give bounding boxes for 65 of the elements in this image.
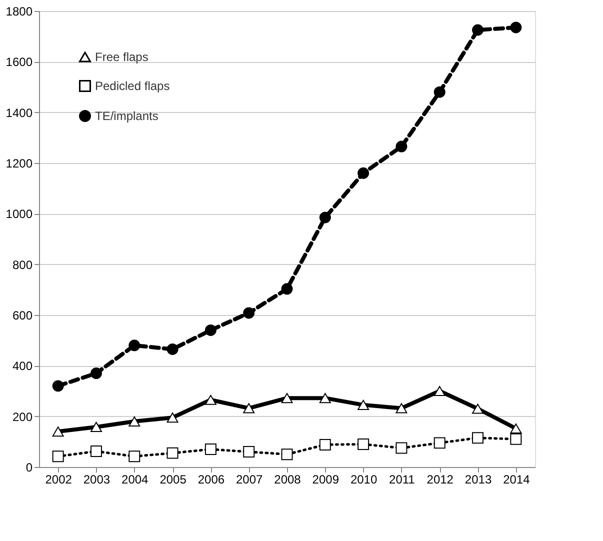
x-tick-label: 2008 — [274, 472, 302, 486]
x-tick-label: 2009 — [312, 472, 340, 486]
point — [90, 368, 102, 379]
y-tick-label: 400 — [12, 359, 33, 374]
point — [243, 307, 255, 319]
point — [319, 393, 331, 404]
point — [281, 393, 293, 404]
x-tick-label: 2013 — [464, 472, 492, 486]
legend-label: TE/implants — [95, 109, 158, 123]
point — [166, 447, 178, 459]
point — [90, 422, 102, 432]
point — [472, 432, 484, 444]
point — [281, 283, 293, 295]
x-tick-label: 2004 — [122, 472, 149, 486]
x-tick-label: 2007 — [236, 472, 264, 486]
point — [510, 433, 522, 445]
y-tick-label: 1400 — [6, 106, 33, 120]
point — [396, 442, 408, 454]
point — [472, 24, 484, 36]
point — [166, 343, 178, 355]
x-tick-label: 2003 — [83, 472, 110, 486]
point — [204, 444, 216, 456]
point — [472, 404, 484, 414]
y-tick-label: 0 — [26, 460, 33, 474]
point — [128, 340, 140, 352]
x-tick-label: 2010 — [350, 472, 378, 486]
point — [358, 400, 370, 410]
y-tick-label: 1000 — [6, 207, 33, 222]
y-tick-label: 800 — [12, 258, 33, 272]
x-tick-label: 2014 — [503, 472, 530, 486]
point — [243, 446, 255, 458]
point — [434, 86, 446, 98]
point — [166, 412, 178, 423]
point — [396, 140, 408, 152]
x-tick-label: 2005 — [160, 472, 187, 486]
point — [128, 450, 140, 462]
point — [434, 386, 446, 396]
y-tick-label: 1800 — [6, 4, 33, 18]
point — [358, 167, 370, 179]
point — [319, 212, 331, 224]
point — [319, 438, 331, 450]
point — [204, 324, 216, 336]
legend-label: Pedicled flaps — [95, 79, 170, 93]
point — [281, 448, 293, 460]
point — [358, 438, 370, 450]
x-tick-label: 2012 — [426, 472, 454, 486]
point — [52, 450, 64, 462]
legend-label: Free flaps — [95, 50, 148, 64]
y-tick-label: 1600 — [6, 55, 33, 70]
point — [510, 22, 522, 34]
point — [204, 394, 216, 405]
y-tick-label: 600 — [12, 308, 33, 322]
point — [510, 423, 522, 434]
point — [128, 416, 140, 426]
x-tick-label: 2011 — [389, 472, 416, 486]
x-tick-label: 2006 — [198, 472, 225, 486]
point — [434, 437, 446, 449]
point — [243, 403, 255, 414]
x-tick-label: 2002 — [45, 472, 72, 486]
point — [52, 426, 64, 437]
y-tick-label: 1200 — [6, 156, 33, 170]
y-tick-label: 200 — [12, 410, 33, 424]
point — [396, 403, 408, 414]
point — [52, 380, 64, 392]
point — [90, 446, 102, 458]
